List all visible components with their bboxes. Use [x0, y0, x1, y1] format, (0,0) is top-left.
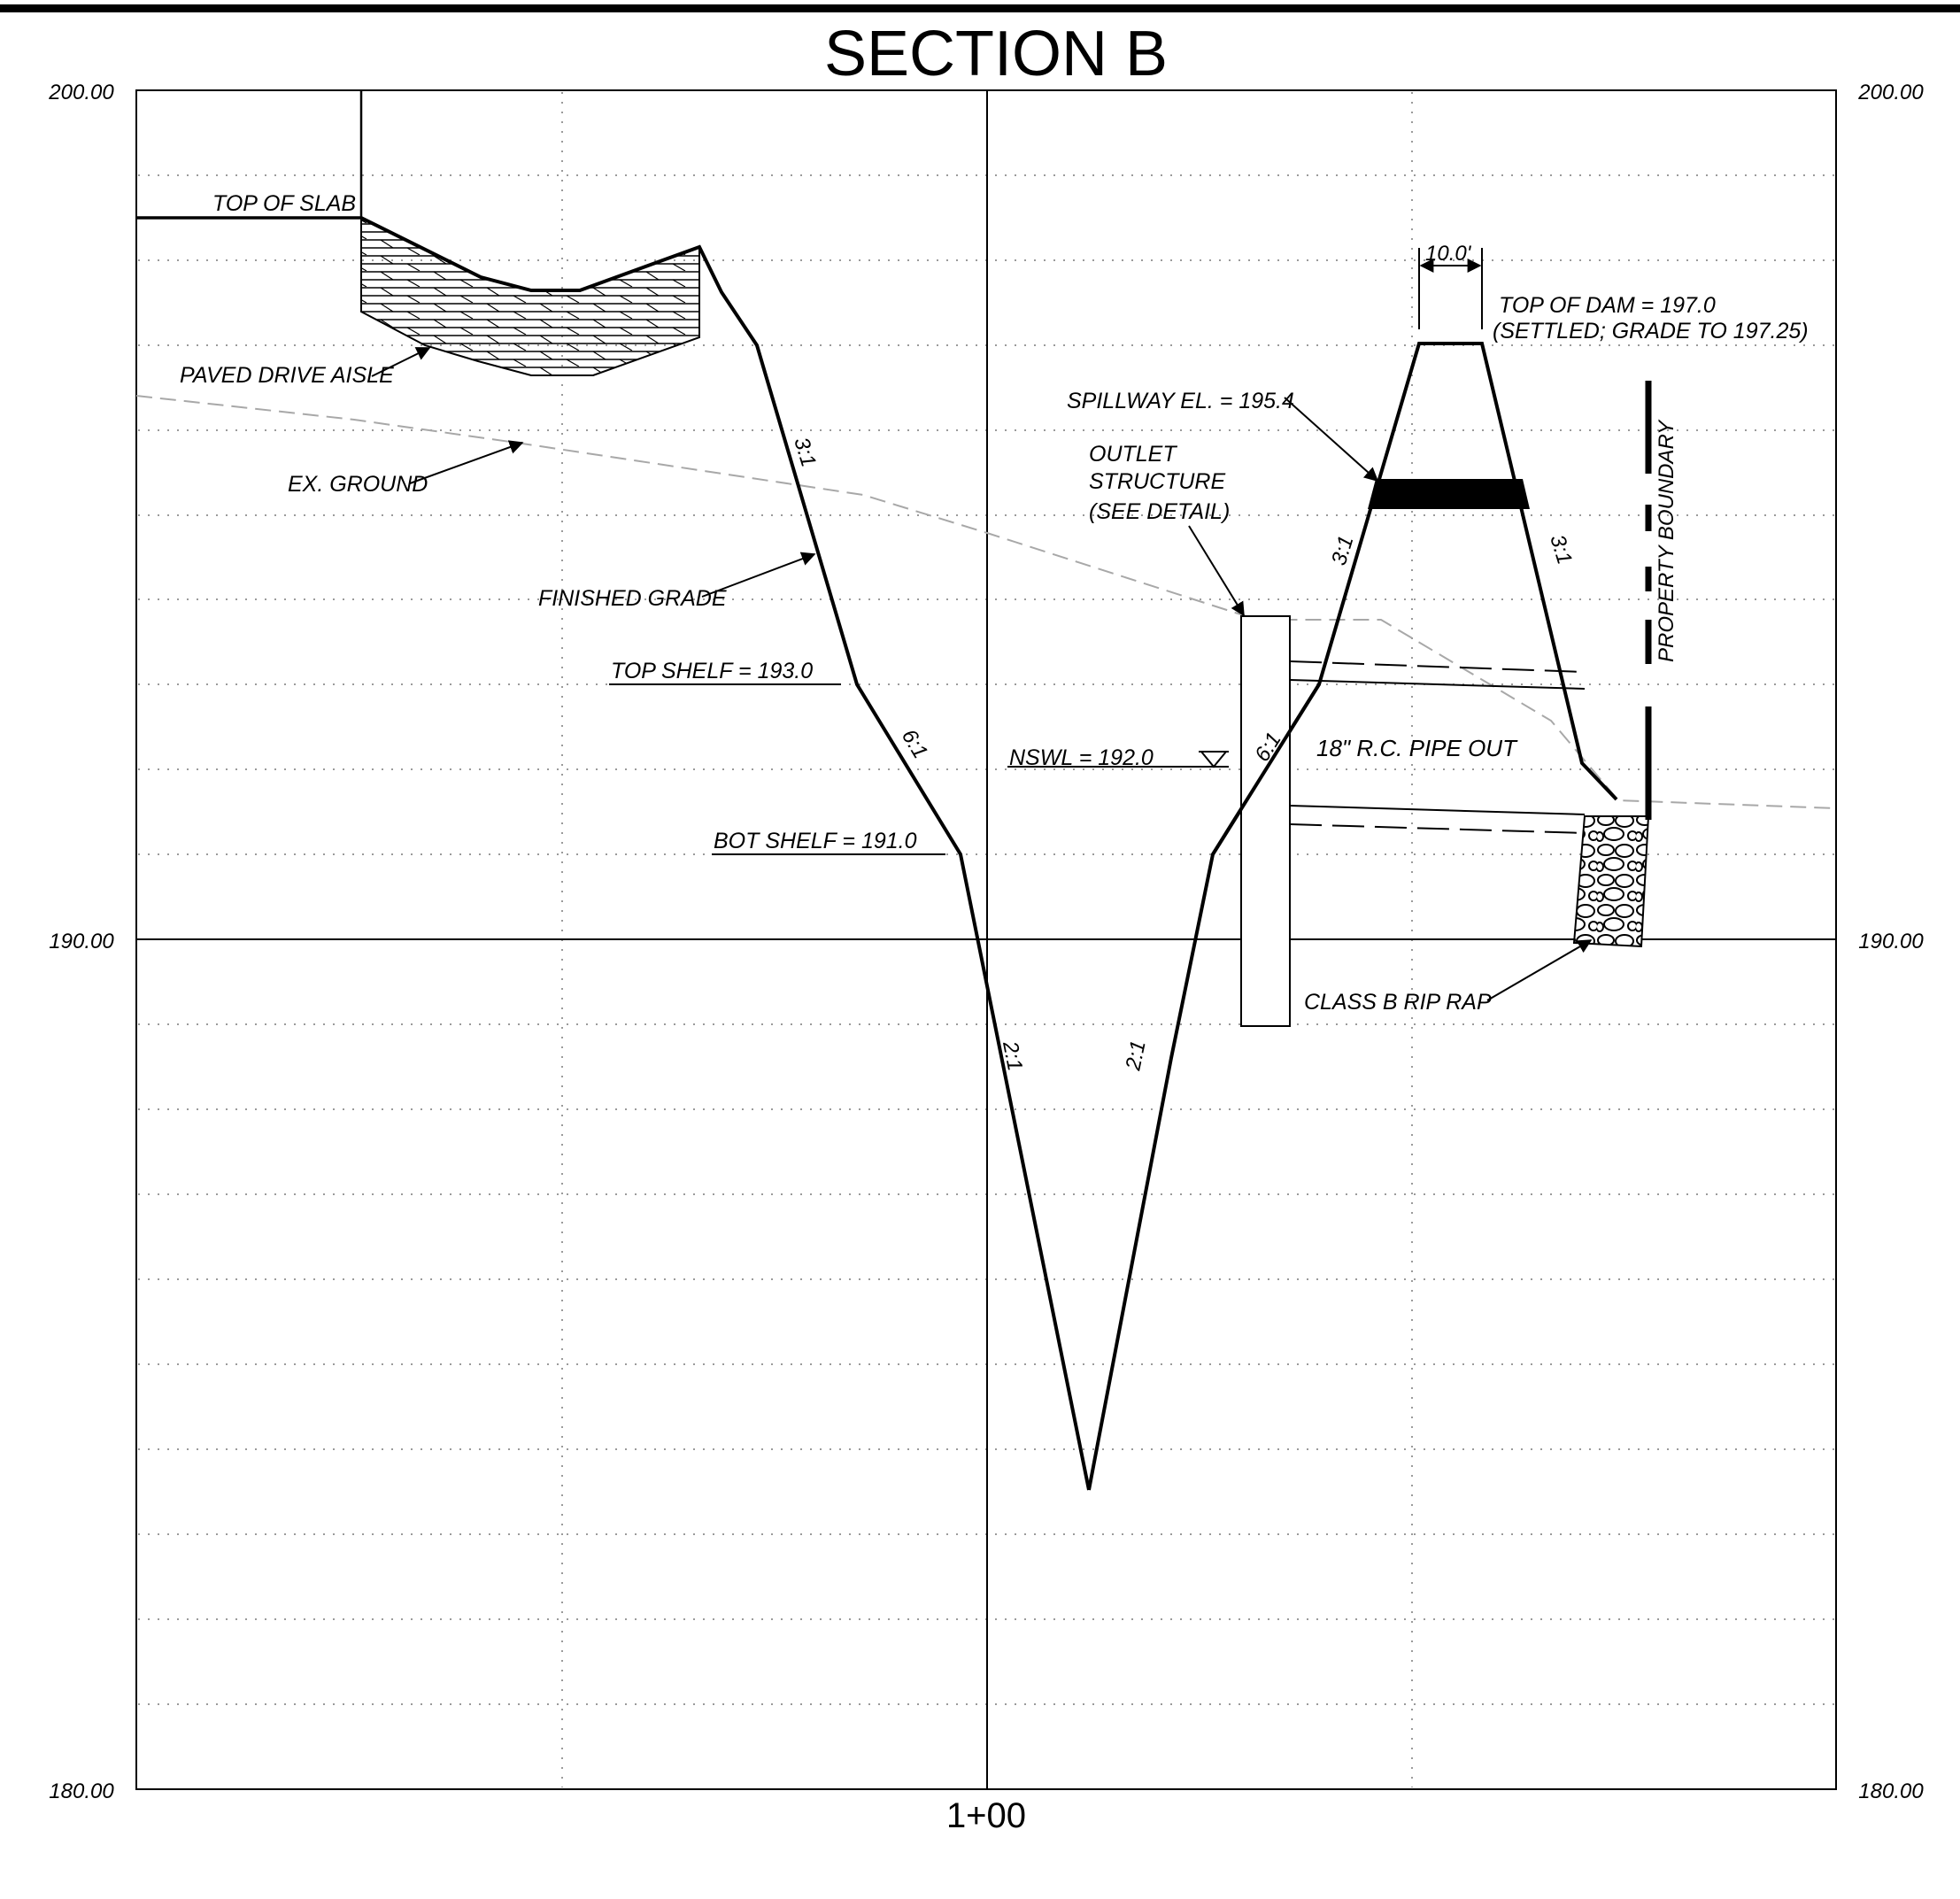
pipe-label: 18" R.C. PIPE OUT [1316, 735, 1518, 761]
outlet-structure-label-1: OUTLET [1089, 442, 1177, 467]
outlet-structure-label-2: STRUCTURE [1089, 469, 1225, 494]
outlet-structure-leader [1188, 525, 1245, 617]
dam-width-dimension [1418, 248, 1483, 329]
nswl-label: NSWL = 192.0 [1009, 745, 1154, 770]
top-of-dam-label-1: TOP OF DAM = 197.0 [1499, 293, 1716, 318]
slope-label-bottom-left: 2:1 [998, 1038, 1027, 1073]
finished-grade-overlap [1211, 683, 1321, 856]
elev-label-mid-right: 190.00 [1858, 930, 1924, 953]
rip-rap-label: CLASS B RIP RAP [1304, 990, 1492, 1015]
rc-pipe [1289, 660, 1586, 834]
paved-drive-aisle-leader [371, 347, 431, 377]
property-boundary-label: PROPERTY BOUNDARY [1655, 419, 1678, 662]
rip-rap-leader [1486, 939, 1593, 1001]
spillway-band [1368, 479, 1530, 509]
top-shelf-label: TOP SHELF = 193.0 [611, 659, 813, 683]
spillway-leader [1284, 397, 1379, 482]
ex-ground-label: EX. GROUND [288, 472, 428, 497]
station-label: 1+00 [946, 1796, 1026, 1835]
slope-label-dam-outer: 3:1 [1545, 532, 1577, 567]
existing-ground-line [135, 395, 1837, 809]
ex-ground-leader [409, 440, 524, 484]
sheet-top-border [0, 4, 1960, 12]
dam-width-label: 10.0' [1425, 242, 1472, 266]
top-of-dam-label-2: (SETTLED; GRADE TO 197.25) [1493, 319, 1809, 344]
section-title: SECTION B [824, 19, 1168, 89]
elev-label-bottom-left: 180.00 [49, 1779, 114, 1803]
finished-grade-left [360, 216, 1091, 1491]
spillway-label: SPILLWAY EL. = 195.4 [1067, 389, 1294, 413]
nswl-marker [1007, 751, 1229, 768]
rip-rap-block [1572, 815, 1650, 948]
bot-shelf-label: BOT SHELF = 191.0 [714, 829, 917, 853]
finished-grade-label: FINISHED GRADE [538, 586, 727, 611]
outlet-structure[interactable] [1240, 615, 1291, 1027]
finished-grade-leader [701, 552, 816, 598]
slope-label-bottom-right: 2:1 [1121, 1038, 1151, 1073]
outlet-structure-label-3: (SEE DETAIL) [1089, 499, 1230, 524]
elev-label-mid-left: 190.00 [49, 930, 114, 953]
elev-label-top-left: 200.00 [48, 81, 114, 104]
top-of-slab-label: TOP OF SLAB [212, 191, 356, 216]
elev-label-top-right: 200.00 [1857, 81, 1924, 104]
elev-label-bottom-right: 180.00 [1858, 1779, 1924, 1803]
paved-drive-aisle-label: PAVED DRIVE AISLE [180, 363, 394, 388]
finished-grade-right [1087, 342, 1618, 1491]
